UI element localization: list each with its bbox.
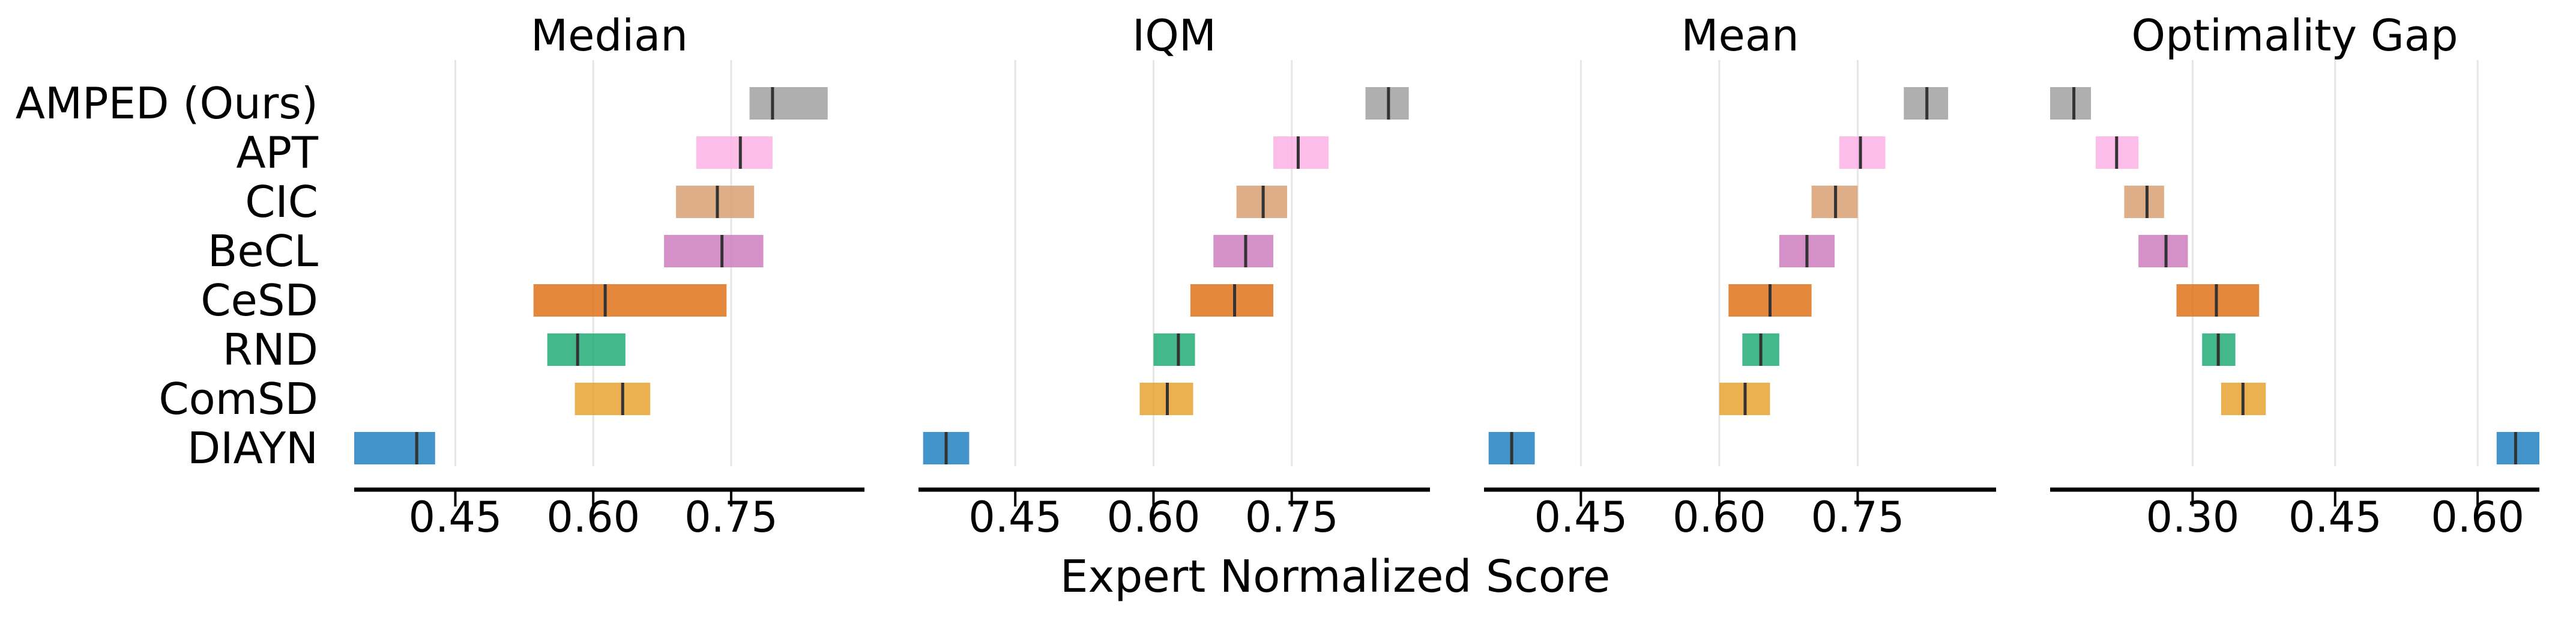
tick-label-optimality-gap-1: 0.45 — [2288, 493, 2382, 542]
algorithm-label-rnd: RND — [223, 324, 318, 375]
tick-label-iqm-0: 0.45 — [968, 493, 1062, 542]
x-axis-label: Expert Normalized Score — [1060, 551, 1610, 603]
bar-median-comsd — [575, 383, 651, 415]
bar-median-amped-ours — [749, 87, 828, 120]
panel-title-mean: Mean — [1681, 10, 1799, 61]
bar-iqm-apt — [1273, 136, 1329, 169]
panel-optimality-gap: 0.30 0.45 0.60 Optimality Gap — [2050, 10, 2539, 542]
bar-optimality-gap-diayn — [2496, 432, 2539, 464]
tick-label-median-1: 0.60 — [546, 493, 640, 542]
algorithm-label-apt: APT — [236, 127, 319, 178]
bar-optimality-gap-amped-ours — [2050, 87, 2092, 120]
bar-iqm-becl — [1213, 235, 1274, 267]
panel-median: 0.45 0.60 0.75 Median — [354, 10, 864, 542]
bar-median-cic — [676, 186, 755, 218]
panel-iqm: 0.45 0.60 0.75 IQM — [918, 10, 1430, 542]
algorithm-label-becl: BeCL — [208, 226, 318, 276]
algorithm-label-amped-ours: AMPED (Ours) — [16, 78, 318, 129]
bar-median-rnd — [547, 333, 626, 366]
panel-title-iqm: IQM — [1132, 10, 1216, 61]
tick-label-optimality-gap-2: 0.60 — [2431, 493, 2524, 542]
tick-label-mean-0: 0.45 — [1534, 493, 1627, 542]
tick-label-iqm-1: 0.60 — [1107, 493, 1201, 542]
tick-label-median-2: 0.75 — [684, 493, 778, 542]
tick-label-mean-2: 0.75 — [1811, 493, 1905, 542]
panels-layer: 0.45 0.60 0.75 Median 0.45 0.60 0.75 IQM 0.45 0.6… — [354, 10, 2539, 542]
bar-iqm-rnd — [1153, 333, 1195, 366]
tick-label-optimality-gap-0: 0.30 — [2146, 493, 2239, 542]
tick-label-iqm-2: 0.75 — [1245, 493, 1339, 542]
bar-optimality-gap-becl — [2138, 235, 2188, 267]
panel-title-median: Median — [531, 10, 688, 61]
algorithm-label-diayn: DIAYN — [187, 423, 318, 473]
panel-title-optimality-gap: Optimality Gap — [2131, 10, 2458, 61]
bar-iqm-cesd — [1190, 284, 1274, 317]
tick-label-mean-1: 0.60 — [1673, 493, 1766, 542]
bar-median-diayn — [354, 432, 435, 464]
bar-mean-apt — [1839, 136, 1886, 169]
algorithm-label-comsd: ComSD — [158, 374, 318, 424]
algorithm-label-cic: CIC — [245, 177, 318, 227]
bar-median-apt — [696, 136, 773, 169]
algorithm-label-cesd: CeSD — [201, 275, 318, 326]
tick-label-median-0: 0.45 — [409, 493, 502, 542]
bar-median-becl — [664, 235, 764, 267]
bar-optimality-gap-cic — [2124, 186, 2164, 218]
panel-mean: 0.45 0.60 0.75 Mean — [1484, 10, 1996, 542]
bar-median-cesd — [533, 284, 727, 317]
